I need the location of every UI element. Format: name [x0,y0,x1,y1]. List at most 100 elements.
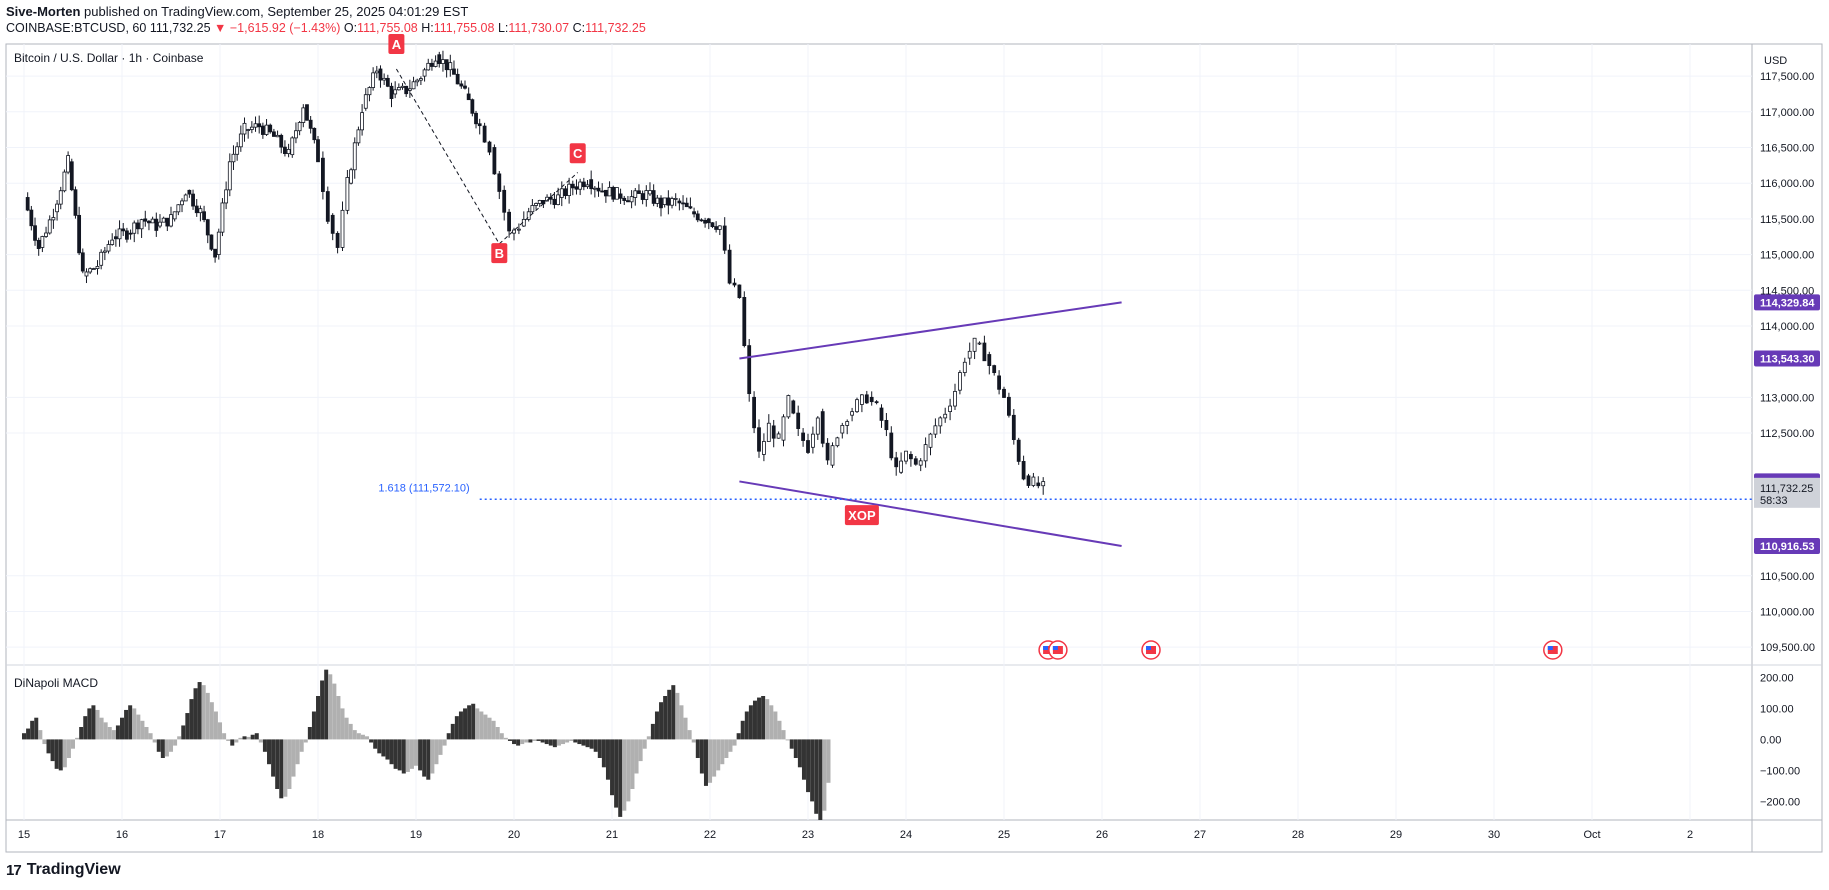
candle-body [487,141,492,153]
macd-bar [683,717,688,740]
candle-body [860,394,864,405]
pattern-label-box [569,143,586,164]
candle-body [360,112,365,131]
macd-bar [291,739,296,777]
macd-bar [475,708,480,740]
macd-bar [708,739,713,783]
macd-bar [605,739,610,780]
candle-body [180,200,184,206]
candle-body [47,219,52,234]
macd-bar [173,739,178,746]
candle-body [651,190,656,204]
candle-body [806,440,810,453]
macd-bar [242,736,247,740]
candle-body [1036,482,1041,487]
candle-body [845,421,850,426]
candle-body [629,196,634,203]
candle-body [648,190,652,195]
pattern-label-box [491,243,508,264]
candle-body [290,137,295,156]
candle-body [874,401,879,404]
macd-bar [189,699,194,740]
macd-bar [307,727,312,740]
candle-body [655,197,660,204]
candle-body [231,153,236,163]
macd-bar [724,739,729,758]
candle-body [786,395,791,418]
candle-body [308,119,313,129]
macd-bar [197,682,202,740]
candle-body [363,94,368,109]
tradingview-logo-icon: 17 [6,861,22,879]
open-label: O: [343,21,358,35]
candle-body [567,183,572,196]
candle-body [855,399,859,413]
macd-bar [507,739,512,741]
candle-body [271,131,276,137]
candle-body [497,173,502,192]
candle-body [286,148,291,155]
pattern-label-box [388,34,405,54]
macd-bar [524,739,529,743]
candle-body [928,433,933,448]
candle-body [977,342,982,345]
macd-bar [405,739,410,772]
candle-body [879,407,884,421]
macd-bar [454,716,459,740]
macd-bar [434,739,439,765]
macd-bar [164,739,169,757]
macd-bar [716,739,721,771]
candle-body [106,244,111,252]
candle-body [191,193,195,207]
macd-bar [487,717,492,740]
time-tick-label: 21 [606,829,618,841]
macd-bar [540,739,545,743]
last-price-box [1754,477,1820,508]
candle-body [374,70,379,74]
macd-bar [38,730,43,740]
macd-bar [634,739,639,774]
macd-bar [532,739,537,741]
macd-bar [311,711,316,740]
candle-body [578,181,583,190]
macd-bar [589,739,594,749]
macd-bar [356,733,361,740]
price-tag-box [1754,294,1820,311]
macd-bar [422,739,427,777]
macd-bar [610,739,615,796]
macd-bar [299,739,304,752]
candle-body [894,457,899,468]
candle-body [165,217,170,227]
candle-body [717,225,722,230]
candle-body [815,417,820,435]
macd-bar [381,739,386,757]
macd-bar [34,717,39,740]
price-tag-box [1754,350,1820,367]
candle-body [477,123,482,127]
macd-bar [720,739,725,765]
candle-body [507,211,512,232]
macd-bar [226,739,231,741]
candle-body [69,161,74,191]
candle-body [913,458,918,465]
candle-body [626,200,630,203]
macd-bar [561,739,566,745]
macd-bar [316,696,321,740]
macd-bar [773,711,778,740]
macd-bar [797,739,802,768]
macd-bar [446,733,451,740]
author-name[interactable]: Sive-Morten [6,4,81,19]
macd-bar [320,680,325,740]
candle-body [474,112,478,125]
pattern-label-box [844,505,879,526]
macd-bar [348,723,353,740]
time-tick-label: 19 [410,829,422,841]
us-flag-canton [1052,646,1058,650]
candle-body [448,62,453,71]
macd-bar [430,739,435,774]
tradingview-logo[interactable]: 17 TradingView [6,861,121,879]
channel-upper-line [739,301,1122,360]
macd-bar [450,723,455,740]
symbol-ohlc-line: COINBASE:BTCUSD, 60 111,732.25 ▼ −1,615.… [6,21,646,35]
